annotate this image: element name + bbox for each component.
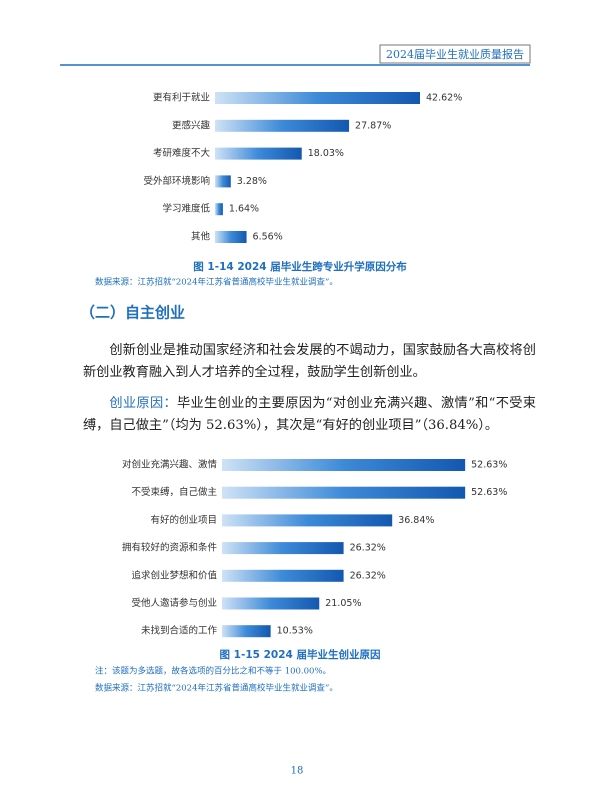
bar [222, 514, 393, 527]
bar [215, 203, 223, 216]
bar [215, 92, 421, 104]
category-label: 拥有较好的资源和条件 [122, 542, 218, 554]
category-label: 有好的创业项目 [150, 514, 217, 526]
bar [222, 625, 271, 638]
header-box [379, 44, 531, 64]
value-label: 52.63% [471, 487, 507, 498]
category-label: 受外部环境影响 [143, 175, 210, 187]
value-label: 27.87% [355, 120, 391, 131]
bar [222, 569, 344, 582]
figure-source: 数据来源：江苏招就“2024年江苏省普通高校毕业生就业调查”。 [95, 277, 338, 288]
value-label: 26.32% [350, 570, 386, 581]
bar [222, 459, 466, 471]
value-label: 18.03% [308, 148, 344, 159]
value-label: 36.84% [398, 515, 434, 526]
category-label: 对创业充满兴趣、激情 [122, 459, 218, 471]
bar [215, 231, 247, 243]
category-label: 其他 [191, 231, 211, 243]
category-label: 未找到合适的工作 [141, 625, 218, 637]
value-label: 52.63% [471, 460, 507, 471]
paragraph: 创业原因：毕业生创业的主要原因为“对创业充满兴趣、激情”和“不受束缚，自己做主”… [83, 393, 536, 437]
bar [215, 175, 231, 188]
figure-caption: 图 1-15 2024 届毕业生创业原因 [220, 648, 381, 661]
category-label: 更感兴趣 [172, 119, 211, 131]
bar [222, 542, 344, 555]
category-label: 学习难度低 [162, 203, 210, 215]
bar [215, 119, 350, 132]
value-label: 6.56% [253, 232, 283, 243]
paragraph: 创新创业是推动国家经济和社会发展的不竭动力，国家鼓励各大高校将创新创业教育融入到… [83, 343, 536, 380]
category-label: 受他人邀请参与创业 [131, 597, 217, 609]
value-label: 42.62% [426, 93, 462, 104]
value-label: 26.32% [350, 543, 386, 554]
bar [222, 486, 466, 499]
category-label: 追求创业梦想和价值 [131, 569, 217, 581]
category-label: 更有利于就业 [153, 92, 210, 104]
paragraph-text: 毕业生创业的主要原因为“对创业充满兴趣、激情”和“不受束缚，自己做主”（均为 5… [83, 396, 536, 433]
category-label: 不受束缚，自己做主 [131, 486, 217, 498]
bar [215, 147, 302, 160]
category-label: 考研难度不大 [153, 147, 211, 159]
value-label: 10.53% [277, 626, 313, 637]
value-label: 21.05% [325, 598, 361, 609]
figure-note: 注：该题为多选题，故各选项的百分比之和不等于 100.00%。 [95, 666, 331, 677]
section-heading: （二）自主创业 [80, 304, 185, 322]
page-number: 18 [291, 766, 304, 777]
value-label: 1.64% [229, 204, 259, 215]
figure-source: 数据来源：江苏招就“2024年江苏省普通高校毕业生就业调查”。 [95, 683, 338, 694]
paragraph-lead: 创业原因： [109, 396, 178, 411]
figure-caption: 图 1-14 2024 届毕业生跨专业升学原因分布 [193, 260, 407, 273]
value-label: 3.28% [237, 176, 267, 187]
header-title: 2024届毕业生就业质量报告 [386, 47, 524, 61]
bar [222, 597, 320, 610]
